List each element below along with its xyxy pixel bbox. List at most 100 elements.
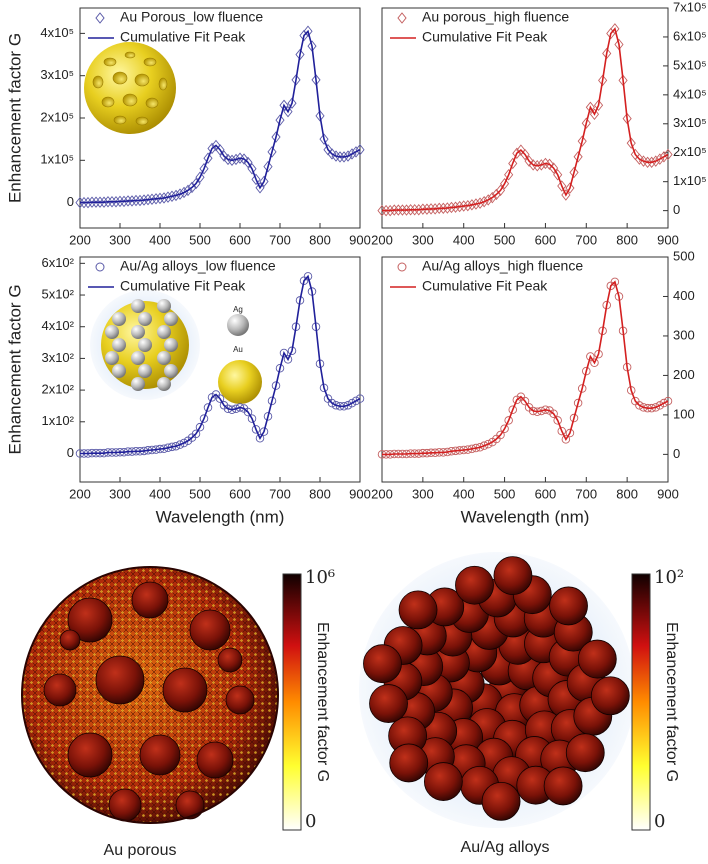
- crater: [225, 685, 255, 715]
- marker: [520, 396, 530, 406]
- legend-marker: [397, 262, 407, 272]
- marker: [642, 156, 653, 169]
- marker: [598, 74, 608, 87]
- marker: [573, 151, 583, 163]
- alloy-particle: [590, 676, 630, 716]
- marker: [385, 204, 395, 217]
- marker: [635, 401, 644, 410]
- marker: [227, 154, 237, 167]
- crater: [95, 655, 145, 705]
- ag-particle: [164, 364, 178, 378]
- x-tick-label: 800: [309, 486, 331, 501]
- marker: [335, 151, 345, 163]
- ag-particle: [131, 351, 145, 365]
- marker: [557, 426, 567, 436]
- marker: [119, 195, 129, 208]
- ag-particle: [138, 364, 152, 378]
- chart: 200 300 400 500 600 700 800 900 0 100 200 300 400 500…: [371, 248, 695, 526]
- colorbar: [282, 573, 302, 831]
- alloy-particle: [455, 565, 494, 605]
- marker: [283, 105, 293, 118]
- ag-particle: [131, 299, 145, 313]
- ag-particle: [164, 312, 178, 326]
- legend-label: Cumulative Fit Peak: [120, 29, 246, 45]
- marker: [589, 108, 600, 120]
- marker: [377, 204, 387, 217]
- caption: Au/Ag alloys: [461, 839, 550, 856]
- marker: [355, 144, 365, 156]
- ag-particle: [105, 351, 119, 365]
- marker: [573, 398, 583, 408]
- ag-particle: [138, 312, 152, 326]
- ag-particle: [157, 299, 171, 313]
- marker: [115, 195, 125, 208]
- crater: [175, 790, 205, 820]
- marker: [406, 204, 416, 216]
- marker: [500, 424, 509, 433]
- ag-particle: [157, 325, 171, 339]
- marker: [422, 203, 432, 215]
- marker: [434, 202, 444, 215]
- marker: [463, 199, 473, 212]
- x-tick-label: 700: [575, 486, 597, 501]
- marker: [303, 272, 313, 281]
- marker: [347, 398, 357, 408]
- x-tick-label: 400: [149, 486, 171, 501]
- marker: [389, 204, 399, 216]
- marker: [263, 160, 273, 173]
- plot-frame: [79, 256, 361, 483]
- y-tick-label: 4x10²: [41, 318, 74, 333]
- colorbar: [631, 573, 651, 831]
- x-tick-label: 200: [371, 486, 393, 501]
- marker: [647, 156, 657, 169]
- marker: [107, 196, 117, 208]
- crater: [67, 732, 113, 778]
- x-tick-label: 900: [657, 232, 679, 247]
- marker: [569, 166, 579, 179]
- legend-marker: [397, 12, 407, 24]
- y-tick-label: 0: [67, 445, 74, 460]
- y-tick-label: 0: [673, 202, 680, 217]
- y-tick-label: 3x10⁵: [40, 67, 74, 82]
- marker: [191, 177, 201, 190]
- y-tick-label: 0: [673, 446, 680, 461]
- marker: [582, 366, 591, 376]
- x-tick-label: 300: [109, 486, 131, 501]
- crater: [196, 741, 234, 779]
- marker: [323, 144, 333, 156]
- marker: [259, 427, 269, 436]
- legend-marker: [95, 262, 105, 272]
- marker: [397, 204, 408, 216]
- marker: [438, 202, 448, 215]
- marker: [381, 204, 391, 217]
- x-tick-label: 800: [616, 232, 638, 247]
- marker: [271, 381, 281, 390]
- marker: [455, 200, 465, 213]
- marker: [471, 198, 481, 210]
- colorbar-max: 10²: [654, 567, 684, 588]
- marker: [418, 203, 428, 215]
- y-tick-label: 5x10⁵: [673, 57, 707, 72]
- ag-particle: [157, 351, 171, 365]
- alloy-particle: [493, 556, 533, 595]
- marker: [251, 425, 261, 434]
- marker: [203, 152, 213, 164]
- alloy-particle: [389, 743, 429, 783]
- x-tick-label: 200: [69, 232, 91, 247]
- marker: [659, 398, 669, 408]
- y-axis-label: Enhancement factor G: [5, 33, 24, 203]
- marker: [219, 150, 229, 162]
- fit-line: [80, 29, 361, 204]
- marker: [243, 407, 253, 417]
- alloy-cluster-inset: Ag Au: [90, 290, 262, 404]
- marker: [544, 158, 555, 171]
- marker: [163, 443, 173, 453]
- marker: [103, 196, 113, 208]
- colorbar-title: Enhancement factor G: [663, 622, 680, 782]
- marker: [87, 196, 97, 208]
- marker: [239, 153, 249, 165]
- marker: [401, 204, 412, 216]
- marker: [626, 137, 636, 149]
- x-tick-label: 800: [309, 232, 331, 247]
- x-tick-label: 900: [349, 486, 371, 501]
